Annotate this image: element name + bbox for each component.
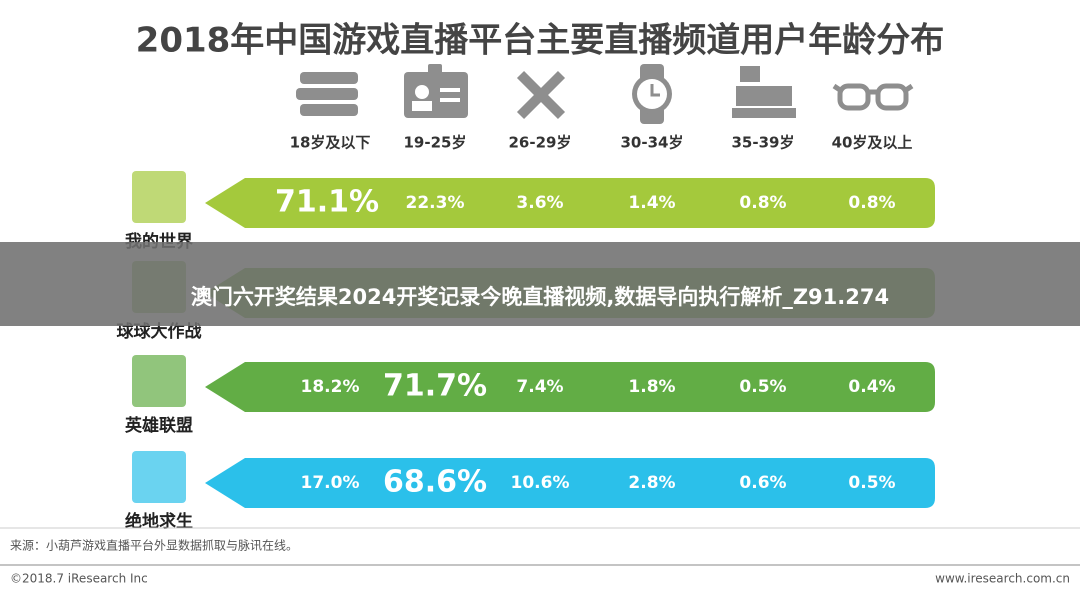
footer-left: ©2018.7 iResearch Inc <box>10 572 148 586</box>
value: 71.7% <box>383 369 487 404</box>
row-bar <box>205 458 935 508</box>
value: 17.0% <box>301 473 360 493</box>
icon-tools <box>516 70 566 120</box>
row-bar <box>205 178 935 228</box>
icon-watch <box>632 64 672 124</box>
source: 来源：小葫芦游戏直播平台外显数据抓取与脉讯在线。 <box>10 538 298 553</box>
column-label: 26-29岁 <box>509 134 572 152</box>
value: 0.5% <box>739 377 786 397</box>
row: 我的世界71.1%22.3%3.6%1.4%0.8%0.8% <box>125 171 935 252</box>
column-label: 19-25岁 <box>404 134 467 152</box>
game-icon <box>132 355 186 407</box>
icon-id-card <box>404 64 468 118</box>
title: 2018年中国游戏直播平台主要直播频道用户年龄分布 <box>136 21 945 61</box>
value: 0.8% <box>848 193 895 213</box>
value: 0.6% <box>739 473 786 493</box>
icon-glasses <box>832 83 914 111</box>
age-icons <box>296 64 914 124</box>
value: 2.8% <box>628 473 675 493</box>
banner-bg <box>0 242 1080 326</box>
value: 71.1% <box>275 185 379 220</box>
value: 68.6% <box>383 465 487 500</box>
value: 18.2% <box>301 377 360 397</box>
game-icon <box>132 451 186 503</box>
column-label: 40岁及以上 <box>832 134 913 152</box>
value: 0.4% <box>848 377 895 397</box>
game-name: 球球大作战 <box>117 321 202 342</box>
column-label: 35-39岁 <box>732 134 795 152</box>
column-label: 30-34岁 <box>621 134 684 152</box>
banner: 澳门六开奖结果2024开奖记录今晚直播视频,数据导向执行解析_Z91.274 <box>191 285 889 309</box>
value: 22.3% <box>406 193 465 213</box>
row: 英雄联盟 18.2% 71.7% 7.4% 1.8% 0.5% 0.4% <box>125 355 935 436</box>
value: 0.5% <box>848 473 895 493</box>
game-icon <box>132 171 186 223</box>
icon-books <box>296 72 358 116</box>
row: 绝地求生 17.0% 68.6% 10.6% 2.8% 0.6% 0.5% <box>125 451 935 532</box>
row-bar <box>205 362 935 412</box>
game-name: 绝地求生 <box>125 511 193 532</box>
footer-right: www.iresearch.com.cn <box>935 572 1070 586</box>
column-headers: 18岁及以下 19-25岁 26-29岁 30-34岁 35-39岁 40岁及以上 <box>290 134 913 152</box>
column-label: 18岁及以下 <box>290 134 371 152</box>
game-name: 英雄联盟 <box>125 415 193 436</box>
icon-register <box>732 66 796 118</box>
value: 0.8% <box>739 193 786 213</box>
value: 1.8% <box>628 377 675 397</box>
value: 1.4% <box>628 193 675 213</box>
value: 10.6% <box>511 473 570 493</box>
value: 7.4% <box>516 377 563 397</box>
value: 3.6% <box>516 193 563 213</box>
